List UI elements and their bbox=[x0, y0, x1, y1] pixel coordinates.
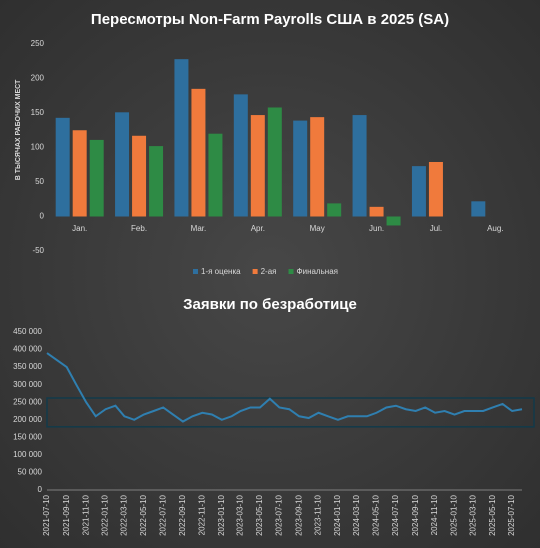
x-tick-label: 2023-05-10 bbox=[255, 494, 264, 535]
x-tick-label: 2024-01-10 bbox=[333, 494, 342, 535]
legend-label: Финальная bbox=[297, 267, 338, 276]
bar bbox=[115, 112, 130, 217]
bar bbox=[174, 59, 189, 217]
x-tick-label: 2022-01-10 bbox=[101, 494, 110, 535]
x-tick-label: 2023-11-10 bbox=[314, 494, 323, 535]
x-tick-label: 2022-03-10 bbox=[119, 494, 128, 535]
x-tick-label: Feb. bbox=[131, 224, 147, 233]
bar bbox=[208, 133, 223, 217]
y-tick-label: 150 bbox=[31, 108, 45, 117]
x-tick-label: 2023-03-10 bbox=[236, 494, 245, 535]
x-tick-label: 2023-07-10 bbox=[275, 494, 284, 535]
x-tick-label: 2024-09-10 bbox=[411, 494, 420, 535]
x-tick-label: Jun. bbox=[369, 224, 384, 233]
y-tick-label: 50 bbox=[35, 177, 44, 186]
x-tick-label: 2023-01-10 bbox=[217, 494, 226, 535]
y-axis-label: В ТЫСЯЧАХ РАБОЧИХ МЕСТ bbox=[15, 79, 22, 180]
y-tick-label: 400 000 bbox=[13, 345, 42, 354]
bar bbox=[233, 94, 248, 217]
x-tick-label: 2024-07-10 bbox=[391, 494, 400, 535]
y-tick-label: 100 000 bbox=[13, 450, 42, 459]
bar bbox=[149, 146, 164, 217]
y-tick-label: 450 000 bbox=[13, 327, 42, 336]
x-tick-label: Jul. bbox=[430, 224, 442, 233]
chart-title: Пересмотры Non-Farm Payrolls США в 2025 … bbox=[91, 11, 449, 28]
x-tick-label: Aug. bbox=[487, 224, 503, 233]
x-tick-label: 2025-07-10 bbox=[507, 494, 516, 535]
bar bbox=[132, 135, 147, 217]
x-tick-label: May bbox=[310, 224, 325, 233]
x-tick-label: 2021-09-10 bbox=[62, 494, 71, 535]
x-tick-label: 2024-11-10 bbox=[430, 494, 439, 535]
y-tick-label: 100 bbox=[31, 143, 45, 152]
y-tick-label: 0 bbox=[40, 212, 45, 221]
bar bbox=[293, 120, 308, 217]
bar bbox=[428, 161, 443, 217]
legend-swatch bbox=[193, 269, 198, 274]
x-tick-label: 2025-03-10 bbox=[468, 494, 477, 535]
y-tick-label: 350 000 bbox=[13, 362, 42, 371]
x-tick-label: Mar. bbox=[191, 224, 207, 233]
y-tick-label: 300 000 bbox=[13, 380, 42, 389]
bar bbox=[310, 117, 325, 217]
x-tick-label: 2022-11-10 bbox=[197, 494, 206, 535]
legend-swatch bbox=[252, 269, 258, 274]
legend-label: 2-ая bbox=[261, 267, 277, 276]
bar bbox=[89, 139, 104, 217]
y-tick-label: 200 bbox=[31, 74, 45, 83]
bar bbox=[471, 201, 486, 217]
legend-label: 1-я оценка bbox=[201, 267, 241, 276]
x-tick-label: 2022-07-10 bbox=[158, 494, 167, 535]
x-tick-label: 2023-09-10 bbox=[294, 494, 303, 535]
bar bbox=[55, 117, 70, 217]
bar bbox=[267, 107, 282, 217]
x-tick-label: Apr. bbox=[251, 224, 265, 233]
x-tick-label: 2024-03-10 bbox=[352, 494, 361, 535]
x-tick-label: 2022-09-10 bbox=[178, 494, 187, 535]
y-tick-label: 0 bbox=[38, 485, 43, 494]
highlight-box bbox=[46, 397, 535, 428]
legend-swatch bbox=[288, 269, 294, 274]
chart-title: Заявки по безработице bbox=[183, 296, 357, 313]
y-tick-label: 200 000 bbox=[13, 415, 42, 424]
bar bbox=[352, 115, 367, 217]
x-tick-label: 2021-11-10 bbox=[81, 494, 90, 535]
x-tick-label: 2021-07-10 bbox=[42, 494, 51, 535]
bar bbox=[327, 203, 342, 217]
bar bbox=[411, 166, 426, 217]
line bbox=[46, 352, 523, 423]
bar bbox=[369, 206, 384, 217]
x-tick-label: 2025-01-10 bbox=[450, 494, 459, 535]
bar bbox=[250, 115, 265, 217]
x-tick-label: 2025-05-10 bbox=[488, 494, 497, 535]
y-tick-label: 250 bbox=[31, 39, 45, 48]
y-tick-label: 50 000 bbox=[18, 468, 43, 477]
y-tick-label: 250 000 bbox=[13, 397, 42, 406]
x-tick-label: 2024-05-10 bbox=[372, 494, 381, 535]
bar bbox=[386, 216, 401, 226]
y-tick-label: 150 000 bbox=[13, 432, 42, 441]
bar bbox=[72, 130, 87, 217]
y-tick-label: -50 bbox=[32, 246, 44, 255]
bar bbox=[191, 88, 206, 217]
x-tick-label: 2022-05-10 bbox=[139, 494, 148, 535]
x-tick-label: Jan. bbox=[72, 224, 87, 233]
